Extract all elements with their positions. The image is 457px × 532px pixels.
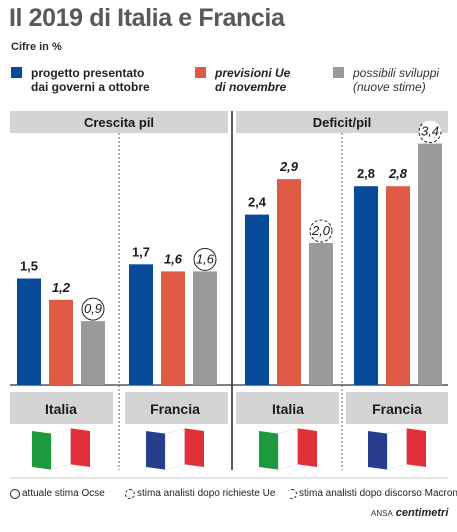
- legend-label-sviluppi: possibili sviluppi (nuove stime): [353, 66, 440, 94]
- legend-swatch-gray: [333, 67, 344, 78]
- legend-swatch-blue: [11, 67, 22, 78]
- bar-deficitpil-francia-s1: [386, 186, 410, 385]
- country-label-francia-2: Francia: [372, 401, 422, 417]
- data-label: 1,2: [52, 280, 71, 295]
- country-strip-francia-1: [125, 392, 228, 424]
- value-marker-circle: [418, 120, 442, 144]
- bar-deficitpil-italia-s0: [245, 214, 269, 385]
- footnote-ue: stima analisti dopo richieste Ue: [125, 488, 275, 499]
- flag-francia-icon: [368, 428, 426, 470]
- circle-dashed-partial-icon: [287, 488, 297, 499]
- data-label: 2,0: [311, 223, 331, 238]
- panel-header-crescita: [10, 111, 228, 133]
- bar-crescitapil-francia-s0: [129, 264, 153, 385]
- data-label: 1,5: [20, 259, 38, 274]
- data-label: 2,4: [248, 195, 267, 210]
- legend-item-sviluppi: possibili sviluppi (nuove stime): [333, 66, 439, 94]
- footnote-label-macron: stima analisti dopo discorso Macron: [299, 488, 457, 499]
- panel-title-crescita: Crescita pil: [84, 115, 154, 130]
- data-label: 2,8: [388, 166, 408, 181]
- country-strip-italia-1: [10, 392, 113, 424]
- value-marker-circle: [193, 247, 217, 271]
- bar-crescitapil-italia-s2: [81, 321, 105, 385]
- country-label-italia-2: Italia: [272, 401, 304, 417]
- data-label: 3,4: [421, 124, 439, 139]
- country-strip-italia-2: [236, 392, 339, 424]
- legend-label-ottobre: progetto presentato dai governi a ottobr…: [31, 66, 150, 94]
- country-label-italia-1: Italia: [45, 401, 77, 417]
- circle-dashed-icon: [125, 488, 135, 499]
- credit-agency: ANSA: [371, 509, 393, 518]
- bars-group: 1,5 1,2 0,9 1,7 1,6 1,6 2,4 2,9 2,0 2,8 2,8 3,4: [17, 120, 442, 385]
- bar-crescitapil-francia-s2: [193, 271, 217, 385]
- circle-solid-icon: [10, 488, 20, 499]
- credit-brand: centimetri: [395, 507, 449, 519]
- data-label: 2,9: [279, 159, 299, 174]
- footnote-label-ue: stima analisti dopo richieste Ue: [137, 488, 276, 499]
- footnote-label-ocse: attuale stima Ocse: [22, 488, 105, 499]
- footnote-ocse: attuale stima Ocse: [10, 488, 105, 499]
- bar-deficitpil-francia-s0: [354, 186, 378, 385]
- data-label: 0,9: [84, 301, 102, 316]
- footnote-macron: stima analisti dopo discorso Macron: [287, 488, 457, 499]
- flag-italia-icon: [259, 428, 317, 470]
- value-marker-circle: [309, 219, 333, 243]
- country-strip-francia-2: [346, 392, 448, 424]
- chart-subtitle: Cifre in %: [11, 41, 62, 53]
- country-label-francia-1: Francia: [150, 401, 200, 417]
- bar-deficitpil-italia-s2: [309, 243, 333, 385]
- bar-deficitpil-francia-s2: [418, 143, 442, 385]
- chart-title: Il 2019 di Italia e Francia: [9, 4, 285, 32]
- bar-crescitapil-italia-s0: [17, 278, 41, 385]
- data-label: 1,6: [196, 251, 215, 266]
- legend-item-novembre: previsioni Ue di novembre: [195, 66, 290, 94]
- credit: ANSA centimetri: [371, 507, 448, 519]
- legend-swatch-red: [195, 67, 206, 78]
- flag-francia-icon: [146, 428, 204, 470]
- data-label: 1,7: [132, 244, 150, 259]
- legend-item-ottobre: progetto presentato dai governi a ottobr…: [11, 66, 150, 94]
- flags-group: [32, 428, 426, 470]
- panel-header-deficit: [236, 111, 448, 133]
- data-label: 1,6: [164, 251, 183, 266]
- value-marker-circle: [81, 297, 105, 321]
- bar-deficitpil-italia-s1: [277, 179, 301, 385]
- flag-italia-icon: [32, 428, 90, 470]
- data-label: 2,8: [357, 166, 375, 181]
- legend-label-novembre: previsioni Ue di novembre: [215, 66, 291, 94]
- panel-title-deficit: Deficit/pil: [313, 115, 372, 130]
- bar-crescitapil-italia-s1: [49, 299, 73, 385]
- bar-crescitapil-francia-s1: [161, 271, 185, 385]
